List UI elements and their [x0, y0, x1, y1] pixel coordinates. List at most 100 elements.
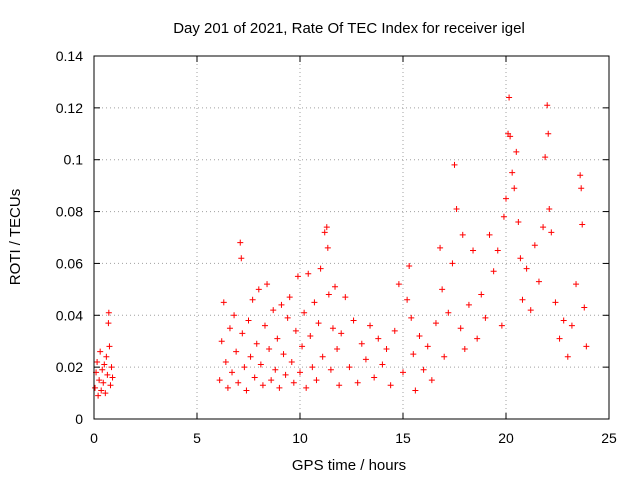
data-point [245, 317, 252, 324]
data-point [264, 281, 271, 288]
data-point [579, 221, 586, 228]
data-point [556, 335, 563, 342]
data-point [311, 299, 318, 306]
data-point [498, 322, 505, 329]
data-point [535, 278, 542, 285]
data-point [94, 358, 101, 365]
data-point [280, 351, 287, 358]
y-tick-label: 0.14 [56, 48, 83, 64]
data-point [282, 371, 289, 378]
data-point [303, 384, 310, 391]
x-tick-label: 5 [193, 430, 201, 446]
data-point [564, 353, 571, 360]
data-point [324, 244, 331, 251]
x-tick-label: 15 [395, 430, 411, 446]
data-point [259, 382, 266, 389]
data-point [305, 270, 312, 277]
data-point [290, 379, 297, 386]
y-tick-label: 0 [75, 411, 83, 427]
data-point [527, 307, 534, 314]
data-point [545, 130, 552, 137]
data-point [490, 268, 497, 275]
data-point [220, 299, 227, 306]
data-point [387, 382, 394, 389]
data-point [321, 229, 328, 236]
data-point [410, 351, 417, 358]
data-point [375, 335, 382, 342]
data-point [229, 369, 236, 376]
data-point [500, 213, 507, 220]
data-point [451, 161, 458, 168]
data-point [540, 224, 547, 231]
data-point [272, 366, 279, 373]
data-point [107, 382, 114, 389]
grid [94, 56, 609, 419]
data-point [95, 392, 102, 399]
data-point [106, 343, 113, 350]
data-point [278, 301, 285, 308]
x-tick-label: 20 [498, 430, 514, 446]
data-point [583, 343, 590, 350]
data-point [511, 185, 518, 192]
data-point [266, 345, 273, 352]
data-point [391, 327, 398, 334]
data-point [474, 335, 481, 342]
data-point [97, 348, 104, 355]
data-point [367, 322, 374, 329]
data-point [515, 218, 522, 225]
data-point [424, 343, 431, 350]
data-point [542, 154, 549, 161]
data-point [482, 314, 489, 321]
data-point [573, 281, 580, 288]
data-point [222, 358, 229, 365]
data-point [253, 340, 260, 347]
data-point [241, 364, 248, 371]
data-point [270, 307, 277, 314]
y-tick-label: 0.04 [56, 307, 83, 323]
data-point [103, 353, 110, 360]
data-point [284, 314, 291, 321]
data-point [329, 325, 336, 332]
data-point [581, 304, 588, 311]
data-point [274, 335, 281, 342]
x-axis-label: GPS time / hours [292, 457, 406, 474]
data-point [226, 325, 233, 332]
data-point [257, 361, 264, 368]
x-tick-label: 0 [90, 430, 98, 446]
data-point [552, 299, 559, 306]
data-point [523, 265, 530, 272]
data-point [544, 102, 551, 109]
data-point [276, 384, 283, 391]
data-point [105, 309, 112, 316]
data-point [449, 260, 456, 267]
data-point [319, 353, 326, 360]
data-point [362, 356, 369, 363]
data-point [578, 185, 585, 192]
data-point [243, 387, 250, 394]
y-tick-label: 0.02 [56, 359, 83, 375]
data-point [461, 345, 468, 352]
data-point [354, 379, 361, 386]
data-point [108, 364, 115, 371]
data-point [98, 387, 105, 394]
data-point [332, 283, 339, 290]
data-point [307, 333, 314, 340]
data-point [383, 345, 390, 352]
data-point [96, 377, 103, 384]
data-point [334, 345, 341, 352]
data-point [297, 369, 303, 376]
data-point [346, 364, 353, 371]
data-points [92, 94, 590, 399]
data-point [104, 371, 111, 378]
data-point [323, 224, 330, 231]
data-point [327, 366, 334, 373]
data-point [358, 340, 365, 347]
data-point [102, 390, 109, 397]
data-point [261, 322, 268, 329]
data-point [371, 374, 378, 381]
data-point [445, 309, 452, 316]
data-point [92, 384, 99, 391]
data-point [513, 148, 520, 155]
